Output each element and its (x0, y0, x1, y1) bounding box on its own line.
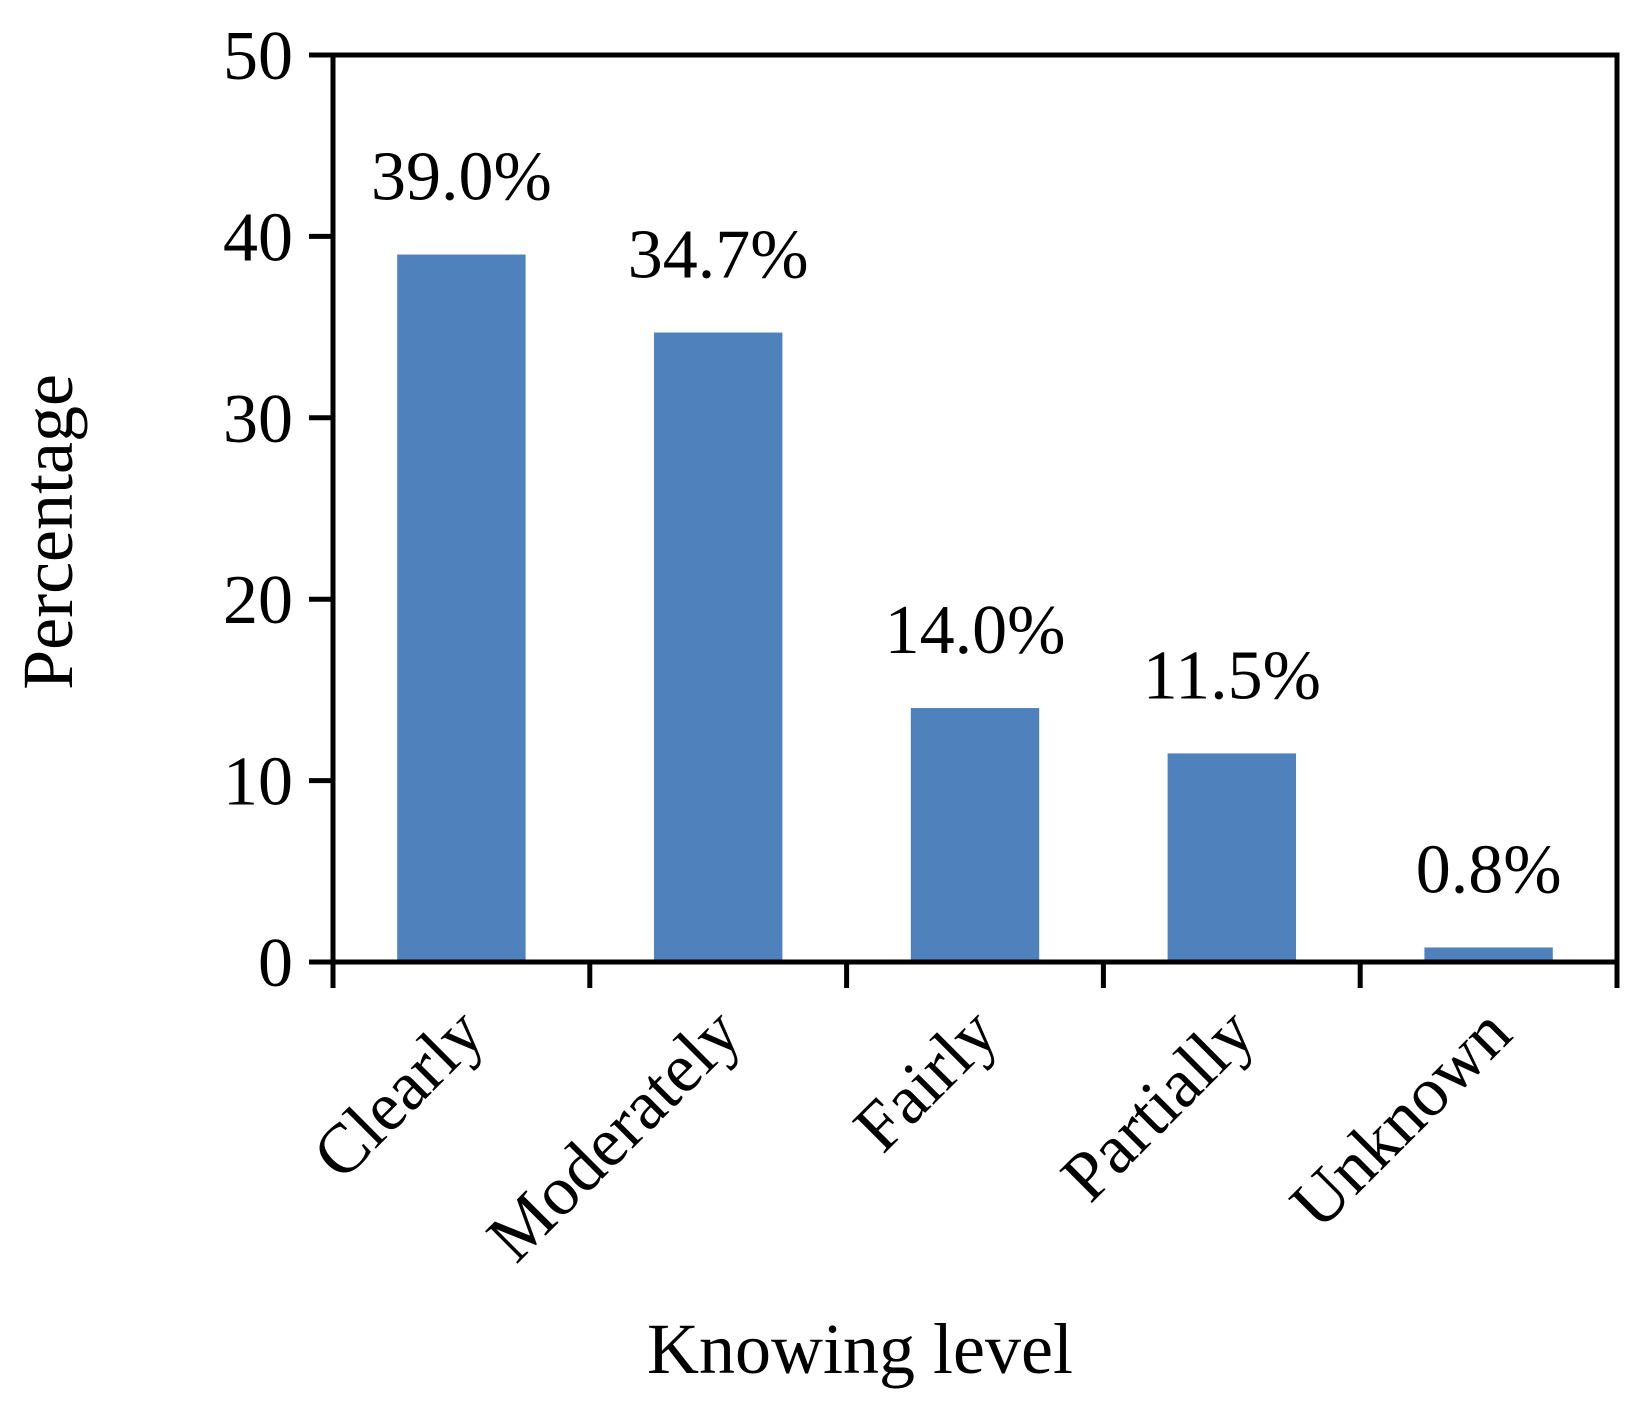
bar-moderately (654, 332, 783, 962)
data-label-fairly: 14.0% (885, 592, 1066, 669)
y-tick-label: 40 (223, 199, 293, 276)
data-label-moderately: 34.7% (628, 217, 809, 294)
x-category-label-clearly: Clearly (299, 994, 499, 1194)
x-axis-title: Knowing level (647, 1309, 1073, 1389)
x-category-label-fairly: Fairly (840, 994, 1013, 1167)
y-tick-label: 30 (223, 381, 293, 458)
plot-frame (330, 52, 1620, 965)
bar-fairly (910, 708, 1040, 962)
y-tick-label: 10 (223, 744, 293, 821)
y-tick-label: 50 (223, 18, 293, 95)
x-category-label-partially: Partially (1047, 994, 1269, 1216)
axes-group (330, 52, 1620, 965)
data-label-clearly: 39.0% (371, 139, 552, 216)
data-label-partially: 11.5% (1143, 637, 1321, 714)
x-category-label-unknown: Unknown (1276, 994, 1526, 1244)
x-category-label-moderately: Moderately (473, 994, 756, 1277)
data-label-unknown: 0.8% (1416, 831, 1562, 908)
data-labels-group: 39.0% 34.7% 14.0% 11.5% 0.8% (371, 139, 1562, 909)
bars-group (397, 254, 1553, 963)
y-tick-label: 0 (258, 925, 293, 1002)
bar-clearly (397, 254, 526, 963)
y-ticks-group: 0 10 20 30 40 50 (223, 18, 333, 1002)
bar-partially (1167, 753, 1296, 962)
y-axis-title: Percentage (8, 374, 88, 690)
x-ticks-group (330, 962, 1620, 988)
y-tick-label: 20 (223, 562, 293, 639)
bar-unknown (1424, 947, 1553, 962)
